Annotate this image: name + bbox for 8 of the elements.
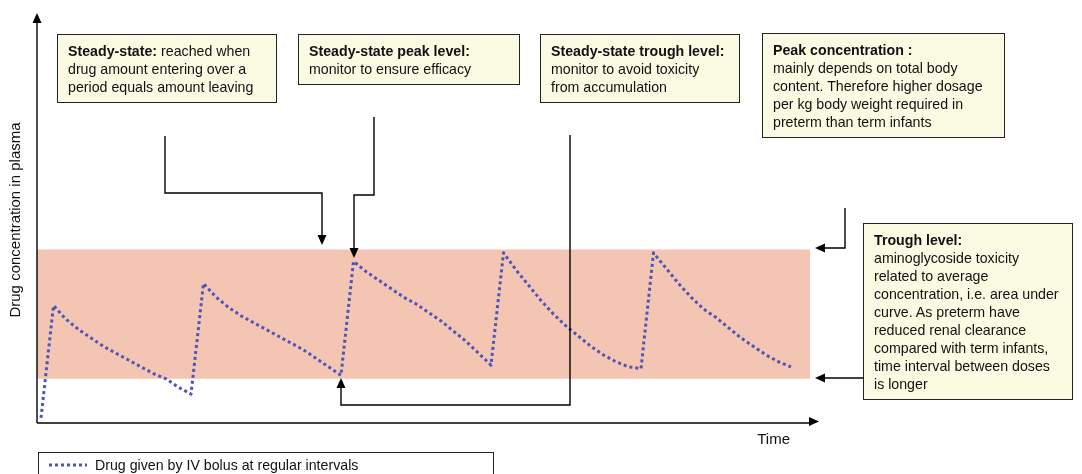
x-axis-title: Time [757, 430, 790, 447]
text: Steady-state: reached when drug amount entering over a period equals amount leaving [68, 43, 254, 95]
text: Trough level: aminoglycoside toxicity related to average concentration, i.e. area under curve. As preterm have reduced renal clearance compared with term infants, time interval between doses is longer [874, 232, 1059, 392]
text: Steady-state trough level: monitor to avoid toxicity from accumulation [551, 43, 725, 95]
y-axis-title: Drug concentration in plasma [6, 121, 23, 318]
text: Peak concentration : mainly depends on total body content. Therefore higher dosage per kg body weight required in preterm than term infants [773, 41, 984, 130]
legend-label: Drug given by IV bolus at regular intervals [95, 457, 359, 473]
text: Steady-state peak level: monitor to ensure efficacy [309, 43, 472, 77]
